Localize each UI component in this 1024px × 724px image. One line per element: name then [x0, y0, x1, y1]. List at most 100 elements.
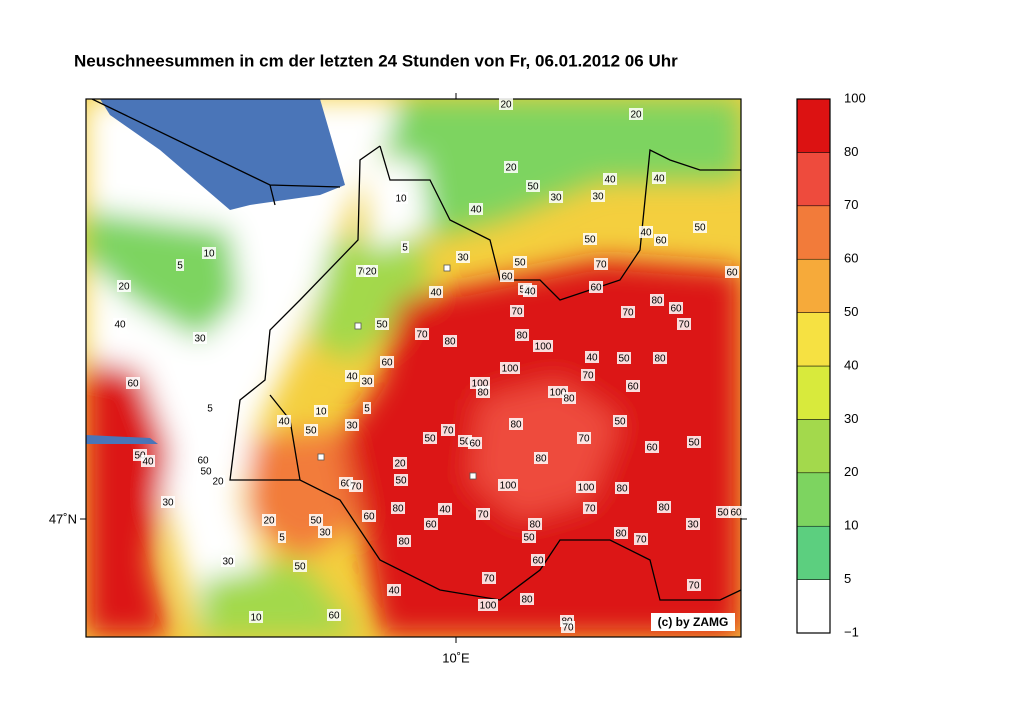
copyright: (c) by ZAMG	[658, 615, 729, 629]
label-box	[534, 452, 548, 464]
contour-label: 40	[470, 205, 482, 216]
label-box	[581, 369, 595, 381]
label-box	[199, 465, 213, 477]
label-box	[629, 108, 643, 120]
label-box	[476, 386, 490, 398]
contour-label: 30	[162, 498, 174, 509]
contour-label: 70	[477, 510, 489, 521]
contour-label: 60	[469, 439, 481, 450]
contour-label: 50	[717, 508, 729, 519]
label-box	[375, 318, 389, 330]
label-box	[504, 161, 518, 173]
label-box	[262, 514, 276, 526]
colorbar-swatch	[796, 258, 831, 313]
label-box	[585, 351, 599, 363]
snow-field	[86, 99, 741, 637]
label-box	[394, 474, 408, 486]
contour-label: 50	[614, 417, 626, 428]
colorbar-frame	[796, 98, 831, 634]
label-box	[549, 191, 563, 203]
contour-label: 100	[578, 483, 595, 494]
label-box	[193, 332, 207, 344]
contour-label: 60	[328, 611, 340, 622]
contour-label: 40	[142, 457, 154, 468]
label-box	[393, 457, 407, 469]
contour-label: 30	[457, 253, 469, 264]
contour-label: 40	[586, 353, 598, 364]
label-box	[206, 402, 214, 414]
label-box	[526, 180, 540, 192]
contour-label: 80	[516, 331, 528, 342]
contour-label: 20	[263, 516, 275, 527]
label-box	[478, 599, 498, 611]
colorbar-swatch	[796, 365, 831, 420]
label-box	[652, 172, 666, 184]
contour-label: 30	[592, 192, 604, 203]
label-box	[391, 502, 405, 514]
label-box	[687, 579, 701, 591]
map-frame	[85, 98, 742, 638]
contour-label: 60	[646, 443, 658, 454]
label-box	[639, 226, 653, 238]
label-box	[509, 418, 523, 430]
label-box	[613, 415, 627, 427]
contour-label: 50	[527, 182, 539, 193]
copyright-box	[651, 613, 735, 631]
map-title: Neuschneesummen in cm der letzten 24 Stu…	[74, 51, 678, 70]
colorbar-swatch	[796, 419, 831, 474]
label-box	[716, 506, 730, 518]
contour-label: 50	[134, 451, 146, 462]
label-box	[176, 259, 184, 271]
label-box	[161, 496, 175, 508]
contour-label: 80	[529, 520, 541, 531]
label-box	[482, 572, 496, 584]
contour-label: 70	[357, 267, 369, 278]
contour-label: 80	[477, 388, 489, 399]
label-box	[657, 501, 671, 513]
colorbar-label: 40	[844, 357, 858, 372]
contour-label: 70	[483, 574, 495, 585]
colorbar-label: 80	[844, 144, 858, 159]
contour-label: 60	[726, 268, 738, 279]
label-box	[117, 280, 131, 292]
label-box	[531, 554, 545, 566]
contour-label: 60	[425, 520, 437, 531]
contour-label: 50	[395, 476, 407, 487]
contour-label: 70	[582, 371, 594, 382]
label-box	[456, 251, 470, 263]
label-box	[522, 531, 536, 543]
contour-label: 80	[654, 354, 666, 365]
contour-label: 70	[442, 426, 454, 437]
label-box	[202, 247, 216, 259]
contour-label: 80	[535, 454, 547, 465]
contour-label: 10	[250, 613, 262, 624]
label-box	[293, 560, 307, 572]
contour-label: 40	[524, 287, 536, 298]
contour-label: 40	[640, 228, 652, 239]
contour-label: 40	[388, 586, 400, 597]
label-box	[583, 502, 597, 514]
label-box	[528, 518, 542, 530]
label-box	[304, 424, 318, 436]
contour-label: 50	[514, 258, 526, 269]
contour-label: 70	[511, 307, 523, 318]
contour-label: 30	[222, 557, 234, 568]
contour-label: 60	[590, 283, 602, 294]
contour-label: 60	[730, 508, 742, 519]
colorbar-swatch	[796, 579, 831, 634]
colorbar-label: 20	[844, 464, 858, 479]
label-box	[562, 392, 576, 404]
label-box	[614, 527, 628, 539]
label-box	[309, 514, 323, 526]
colorbar-swatch	[796, 152, 831, 207]
contour-label: 100	[500, 481, 517, 492]
contour-label: 10	[315, 407, 327, 418]
label-box	[349, 480, 363, 492]
label-box	[211, 475, 225, 487]
contour-label: 20	[212, 477, 224, 488]
contour-label: 20	[118, 282, 130, 293]
label-box	[401, 241, 409, 253]
contour-label: 20	[505, 163, 517, 174]
label-box	[498, 479, 518, 491]
label-box	[500, 362, 520, 374]
